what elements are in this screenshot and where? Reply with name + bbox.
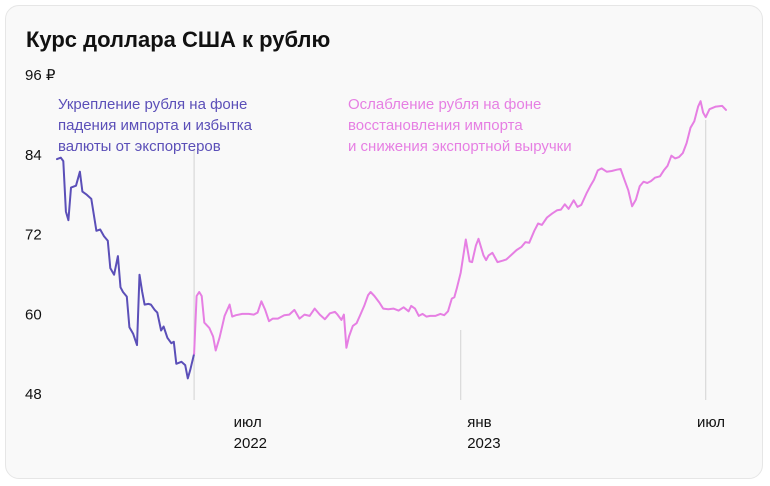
x-axis: июл 2022 янв 2023 июл xyxy=(234,414,725,452)
x-tick-year-label: 2022 xyxy=(234,435,267,452)
y-axis: 96 ₽ 84 72 60 48 xyxy=(25,67,56,403)
x-tick-label: янв xyxy=(467,414,491,431)
annotations: Укрепление рубля на фоне падения импорта … xyxy=(58,96,572,155)
x-tick-year-label: 2023 xyxy=(467,435,500,452)
annotation-text-line: валюты от экспортеров xyxy=(58,138,221,155)
y-tick-label: 48 xyxy=(25,386,42,403)
annotation-text-line: и снижения экспортной выручки xyxy=(348,138,572,155)
y-tick-label: 96 ₽ xyxy=(25,67,56,84)
x-tick-label: июл xyxy=(234,414,262,431)
annotation-text-line: восстановления импорта xyxy=(348,117,523,134)
series-line-weakening xyxy=(193,100,727,355)
y-tick-label: 72 xyxy=(25,227,42,244)
chart-card xyxy=(5,5,763,479)
series-line-strengthening xyxy=(56,156,196,380)
event-markers xyxy=(193,120,707,400)
annotation-text-line: Укрепление рубля на фоне xyxy=(58,96,247,113)
y-tick-label: 84 xyxy=(25,147,42,164)
chart-title: Курс доллара США к рублю xyxy=(26,27,330,52)
x-tick-label: июл xyxy=(697,414,725,431)
series-lines xyxy=(56,100,727,380)
annotation-text-line: Ослабление рубля на фоне xyxy=(348,96,541,113)
y-tick-label: 60 xyxy=(25,306,42,323)
annotation-text-line: падения импорта и избытка xyxy=(58,117,253,134)
